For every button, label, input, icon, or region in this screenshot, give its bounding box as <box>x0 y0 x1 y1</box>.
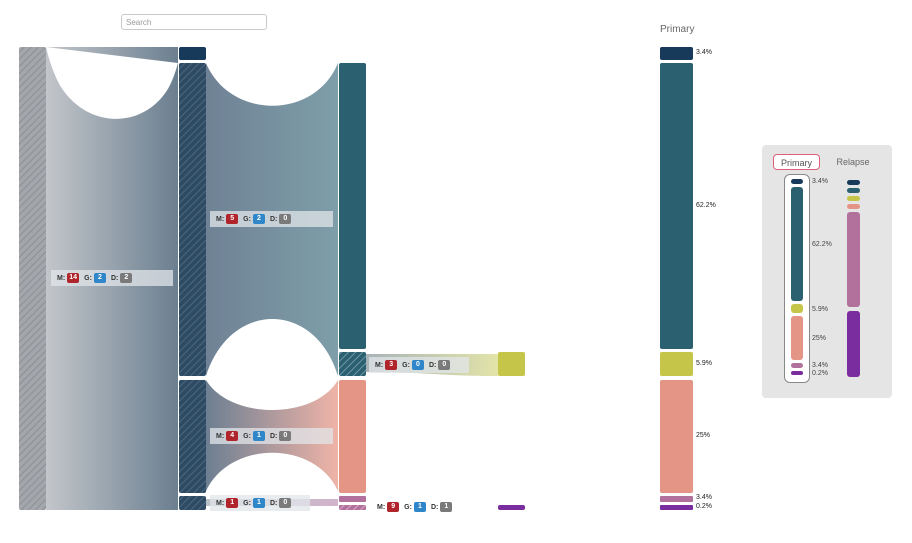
g-badge: 0 <box>411 360 424 370</box>
legend-pct-olive: 5.9% <box>812 306 828 313</box>
relapse-bar-teal <box>847 188 860 193</box>
d-badge: 0 <box>279 498 292 508</box>
node-col2-top[interactable] <box>179 47 206 60</box>
node-col4-olive[interactable] <box>498 352 525 376</box>
legend-primary-stack <box>784 174 810 383</box>
node-col4-purple[interactable] <box>498 505 525 510</box>
relapse-bar-navy <box>847 180 860 185</box>
legend-panel: Primary Relapse 3.4% 62.2% 5.9% 25% 3.4%… <box>762 145 892 398</box>
primary-bar-navy[interactable] <box>660 47 693 60</box>
node-col2-lower[interactable] <box>179 380 206 493</box>
legend-pct-navy: 3.4% <box>812 178 828 185</box>
d-badge: 2 <box>120 273 133 283</box>
m-badge: 3 <box>385 360 398 370</box>
m-badge: 14 <box>67 273 80 283</box>
tab-relapse[interactable]: Relapse <box>836 157 870 167</box>
d-label: D: <box>110 274 119 282</box>
m-badge: 9 <box>387 502 400 512</box>
node-col3-mauve-hatched[interactable] <box>339 505 366 510</box>
legend-bar-salmon <box>791 316 803 360</box>
m-label: M: <box>375 361 384 369</box>
d-label: D: <box>269 499 278 507</box>
legend-bar-olive <box>791 304 803 313</box>
legend-pct-purple: 0.2% <box>812 370 828 377</box>
node-col2-small[interactable] <box>179 496 206 510</box>
g-badge: 2 <box>252 214 265 224</box>
g-label: G: <box>402 361 410 369</box>
m-badge: 4 <box>226 431 239 441</box>
legend-bar-teal <box>791 187 803 301</box>
primary-bar-teal[interactable] <box>660 63 693 349</box>
search-input[interactable] <box>121 14 267 30</box>
m-label: M: <box>377 503 386 511</box>
d-badge: 0 <box>279 431 292 441</box>
d-label: D: <box>269 215 278 223</box>
tab-primary[interactable]: Primary <box>773 154 820 170</box>
primary-bar-salmon[interactable] <box>660 380 693 493</box>
d-label: D: <box>430 503 439 511</box>
m-label: M: <box>216 499 225 507</box>
pct-navy: 3.4% <box>696 49 712 56</box>
g-badge: 1 <box>413 502 426 512</box>
counts-olive: M: 3 G: 0 D: 0 <box>369 357 469 373</box>
pct-salmon: 25% <box>696 432 711 439</box>
node-col2-upper[interactable] <box>179 63 206 376</box>
pct-purple: 0.2% <box>696 503 712 510</box>
node-root[interactable] <box>19 47 46 510</box>
counts-lower: M: 4 G: 1 D: 0 <box>210 428 333 444</box>
relapse-bar-olive <box>847 196 860 201</box>
counts-main: M: 14 G: 2 D: 2 <box>51 270 173 286</box>
g-label: G: <box>243 432 251 440</box>
g-label: G: <box>84 274 92 282</box>
counts-small: M: 1 G: 1 D: 0 <box>210 495 310 511</box>
node-col3-teal-hatched[interactable] <box>339 352 366 376</box>
primary-bar-olive[interactable] <box>660 352 693 376</box>
g-badge: 2 <box>93 273 106 283</box>
legend-pct-mauve: 3.4% <box>812 362 828 369</box>
g-label: G: <box>404 503 412 511</box>
legend-bar-purple <box>791 371 803 375</box>
d-label: D: <box>269 432 278 440</box>
legend-pct-salmon: 25% <box>812 335 827 342</box>
node-col3-mauve[interactable] <box>339 496 366 502</box>
d-badge: 1 <box>440 502 453 512</box>
legend-pct-teal: 62.2% <box>812 241 832 248</box>
column-title: Primary <box>660 24 695 35</box>
m-badge: 5 <box>226 214 239 224</box>
pct-mauve: 3.4% <box>696 494 712 501</box>
d-badge: 0 <box>279 214 292 224</box>
g-label: G: <box>243 499 251 507</box>
m-badge: 1 <box>226 498 239 508</box>
m-label: M: <box>216 215 225 223</box>
counts-upper: M: 5 G: 2 D: 0 <box>210 211 333 227</box>
g-badge: 1 <box>252 431 265 441</box>
legend-bar-mauve <box>791 363 803 368</box>
primary-bar-mauve[interactable] <box>660 496 693 502</box>
primary-bar-purple[interactable] <box>660 505 693 510</box>
relapse-bar-mauve <box>847 212 860 307</box>
pct-teal: 62.2% <box>696 202 716 209</box>
g-badge: 1 <box>252 498 265 508</box>
relapse-bar-salmon <box>847 204 860 209</box>
pct-olive: 5.9% <box>696 360 712 367</box>
counts-purple: M: 9 G: 1 D: 1 <box>371 499 471 515</box>
d-badge: 0 <box>438 360 451 370</box>
relapse-bar-purple <box>847 311 860 377</box>
node-col3-salmon[interactable] <box>339 380 366 493</box>
m-label: M: <box>216 432 225 440</box>
d-label: D: <box>428 361 437 369</box>
m-label: M: <box>57 274 66 282</box>
g-label: G: <box>243 215 251 223</box>
legend-bar-navy <box>791 179 803 184</box>
node-col3-teal[interactable] <box>339 63 366 349</box>
